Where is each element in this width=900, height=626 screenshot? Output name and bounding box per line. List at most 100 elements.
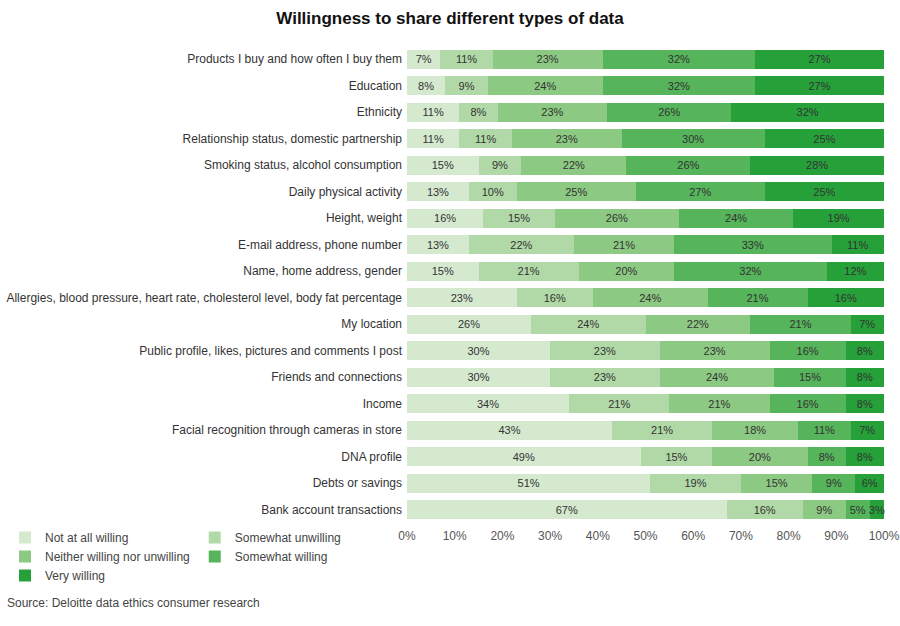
svg-text:Name, home address, gender: Name, home address, gender — [243, 264, 402, 278]
svg-text:7%: 7% — [859, 318, 875, 330]
svg-text:25%: 25% — [813, 133, 835, 145]
svg-text:32%: 32% — [668, 80, 690, 92]
svg-text:25%: 25% — [813, 186, 835, 198]
svg-text:Neither willing nor unwilling: Neither willing nor unwilling — [45, 550, 190, 564]
svg-text:11%: 11% — [456, 53, 477, 65]
svg-text:20%: 20% — [490, 529, 514, 543]
svg-text:32%: 32% — [739, 265, 761, 277]
svg-text:32%: 32% — [797, 106, 819, 118]
svg-text:67%: 67% — [556, 504, 578, 516]
svg-text:0%: 0% — [398, 529, 416, 543]
svg-text:21%: 21% — [651, 424, 673, 436]
svg-text:11%: 11% — [423, 106, 444, 118]
svg-text:27%: 27% — [808, 53, 830, 65]
svg-text:7%: 7% — [859, 424, 875, 436]
svg-text:8%: 8% — [857, 398, 873, 410]
svg-text:20%: 20% — [749, 451, 771, 463]
svg-text:Ethnicity: Ethnicity — [357, 105, 402, 119]
svg-text:40%: 40% — [586, 529, 610, 543]
svg-text:32%: 32% — [668, 53, 690, 65]
svg-text:15%: 15% — [508, 212, 530, 224]
svg-text:Allergies, blood pressure, hea: Allergies, blood pressure, heart rate, c… — [6, 291, 402, 305]
svg-text:22%: 22% — [563, 159, 585, 171]
svg-text:Debts or savings: Debts or savings — [313, 476, 402, 490]
svg-text:21%: 21% — [746, 292, 768, 304]
svg-text:22%: 22% — [687, 318, 709, 330]
svg-text:20%: 20% — [615, 265, 637, 277]
svg-text:13%: 13% — [427, 239, 449, 251]
svg-text:9%: 9% — [459, 80, 475, 92]
svg-text:E-mail address, phone number: E-mail address, phone number — [238, 238, 402, 252]
svg-text:Public profile, likes, picture: Public profile, likes, pictures and comm… — [139, 344, 402, 358]
svg-text:Income: Income — [363, 397, 403, 411]
svg-text:15%: 15% — [766, 477, 788, 489]
svg-text:23%: 23% — [556, 133, 578, 145]
svg-text:30%: 30% — [467, 345, 489, 357]
svg-text:24%: 24% — [725, 212, 747, 224]
svg-text:16%: 16% — [835, 292, 857, 304]
svg-text:43%: 43% — [498, 424, 520, 436]
svg-text:8%: 8% — [857, 451, 873, 463]
svg-text:Source: Deloitte data ethics c: Source: Deloitte data ethics consumer re… — [7, 596, 260, 610]
svg-text:18%: 18% — [744, 424, 766, 436]
svg-text:19%: 19% — [828, 212, 850, 224]
svg-text:26%: 26% — [458, 318, 480, 330]
svg-text:5%: 5% — [850, 504, 866, 516]
svg-text:23%: 23% — [541, 106, 563, 118]
svg-text:Bank account transactions: Bank account transactions — [261, 503, 402, 517]
svg-text:8%: 8% — [819, 451, 835, 463]
svg-text:6%: 6% — [862, 477, 878, 489]
svg-text:26%: 26% — [658, 106, 680, 118]
svg-text:30%: 30% — [538, 529, 562, 543]
svg-text:Not at all willing: Not at all willing — [45, 531, 128, 545]
svg-text:25%: 25% — [565, 186, 587, 198]
svg-text:16%: 16% — [544, 292, 566, 304]
svg-text:60%: 60% — [681, 529, 705, 543]
svg-text:24%: 24% — [639, 292, 661, 304]
svg-text:Somewhat willing: Somewhat willing — [235, 550, 328, 564]
svg-text:30%: 30% — [467, 371, 489, 383]
svg-text:Daily physical activity: Daily physical activity — [289, 185, 402, 199]
svg-text:30%: 30% — [682, 133, 704, 145]
svg-text:24%: 24% — [534, 80, 556, 92]
svg-text:8%: 8% — [470, 106, 486, 118]
svg-text:10%: 10% — [482, 186, 504, 198]
svg-text:12%: 12% — [844, 265, 866, 277]
svg-text:100%: 100% — [869, 529, 900, 543]
svg-text:24%: 24% — [706, 371, 728, 383]
svg-text:34%: 34% — [477, 398, 499, 410]
svg-text:15%: 15% — [432, 159, 454, 171]
svg-text:13%: 13% — [427, 186, 449, 198]
svg-text:23%: 23% — [451, 292, 473, 304]
svg-text:9%: 9% — [816, 504, 832, 516]
svg-text:Products I buy and how often I: Products I buy and how often I buy them — [187, 52, 402, 66]
svg-text:11%: 11% — [847, 239, 868, 251]
svg-text:Friends and connections: Friends and connections — [271, 370, 402, 384]
svg-text:80%: 80% — [777, 529, 801, 543]
svg-text:21%: 21% — [608, 398, 630, 410]
svg-text:28%: 28% — [806, 159, 828, 171]
svg-text:27%: 27% — [689, 186, 711, 198]
svg-text:21%: 21% — [613, 239, 635, 251]
svg-text:8%: 8% — [857, 345, 873, 357]
svg-text:9%: 9% — [826, 477, 842, 489]
svg-text:15%: 15% — [432, 265, 454, 277]
svg-text:16%: 16% — [434, 212, 456, 224]
svg-text:7%: 7% — [416, 53, 432, 65]
svg-text:My location: My location — [341, 317, 402, 331]
svg-text:Education: Education — [349, 79, 402, 93]
svg-text:Height, weight: Height, weight — [326, 211, 403, 225]
svg-text:23%: 23% — [704, 345, 726, 357]
svg-text:19%: 19% — [684, 477, 706, 489]
svg-text:16%: 16% — [797, 345, 819, 357]
svg-text:3%: 3% — [869, 504, 885, 516]
svg-text:21%: 21% — [708, 398, 730, 410]
svg-text:11%: 11% — [423, 133, 444, 145]
svg-text:9%: 9% — [492, 159, 508, 171]
svg-text:Very willing: Very willing — [45, 569, 105, 583]
svg-text:51%: 51% — [518, 477, 540, 489]
svg-text:Facial recognition through cam: Facial recognition through cameras in st… — [172, 423, 402, 437]
svg-text:Somewhat unwilling: Somewhat unwilling — [235, 531, 341, 545]
svg-text:8%: 8% — [418, 80, 434, 92]
svg-text:Willingness to share different: Willingness to share different types of … — [276, 9, 624, 28]
